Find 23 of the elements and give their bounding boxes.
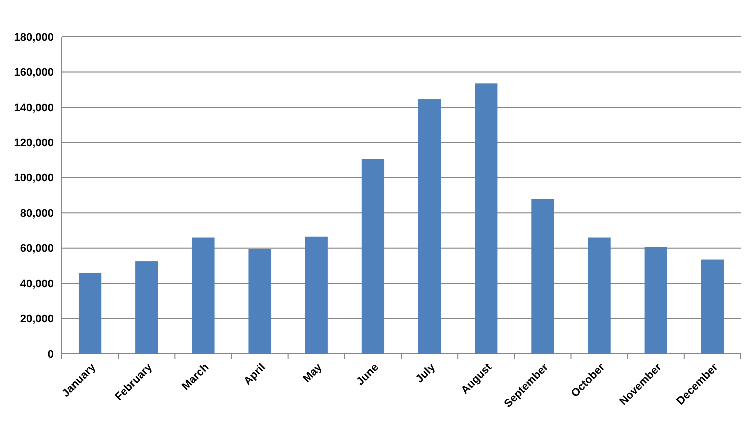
bar <box>192 238 215 354</box>
bar <box>362 159 385 354</box>
bar <box>305 236 328 354</box>
bar <box>418 100 442 354</box>
y-tick-label: 80,000 <box>20 208 54 220</box>
bar <box>644 247 668 354</box>
bar <box>248 249 272 354</box>
bar <box>136 262 158 354</box>
y-tick-label: 40,000 <box>20 278 54 290</box>
y-tick-label: 120,000 <box>14 138 54 150</box>
y-tick-label: 0 <box>48 348 54 361</box>
y-tick-label: 160,000 <box>14 67 54 80</box>
x-tick-label: May <box>301 361 326 386</box>
bar <box>78 272 102 354</box>
bar <box>588 238 611 354</box>
bar <box>701 260 724 354</box>
bar <box>532 199 554 354</box>
y-tick-label: 140,000 <box>14 102 54 114</box>
y-tick-label: 60,000 <box>20 243 54 256</box>
y-tick-label: 20,000 <box>20 314 54 326</box>
y-tick-label: 100,000 <box>14 172 54 185</box>
bar <box>475 84 498 354</box>
y-tick-label: 180,000 <box>14 32 54 44</box>
